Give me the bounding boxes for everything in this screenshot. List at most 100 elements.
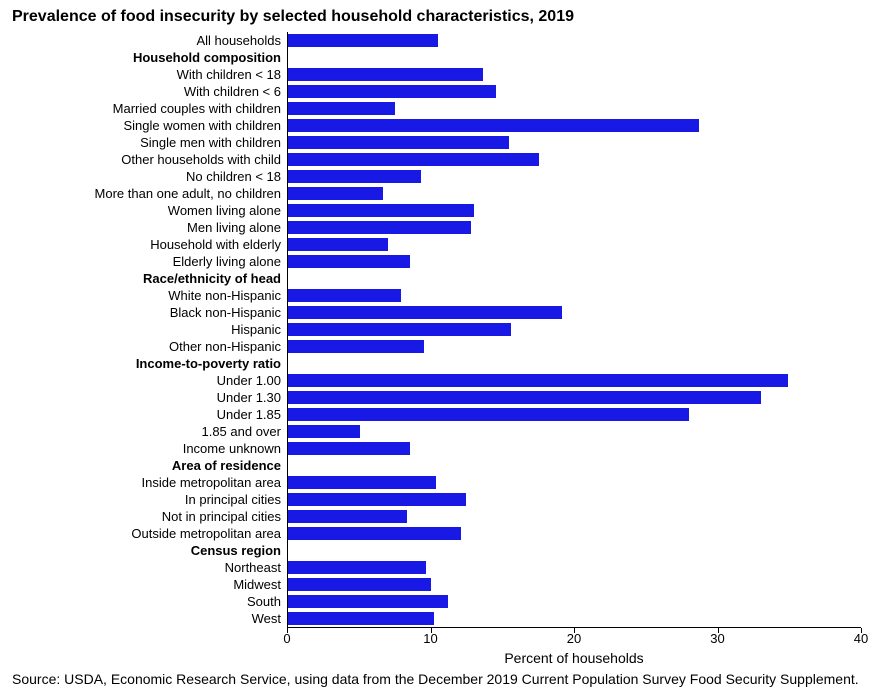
plot-area [287, 32, 861, 628]
bar [288, 34, 438, 47]
bar-row [288, 491, 861, 508]
bar [288, 68, 483, 81]
bar [288, 510, 407, 523]
category-label: Midwest [12, 576, 287, 593]
bar-row [288, 321, 861, 338]
category-label: 1.85 and over [12, 423, 287, 440]
section-header: Income-to-poverty ratio [12, 355, 287, 372]
category-label: In principal cities [12, 491, 287, 508]
bar-row [288, 270, 861, 287]
x-tick-label: 30 [710, 631, 724, 646]
bar [288, 153, 539, 166]
bar-row [288, 576, 861, 593]
category-label: Under 1.00 [12, 372, 287, 389]
bar-row [288, 83, 861, 100]
bar [288, 85, 496, 98]
category-label: Men living alone [12, 219, 287, 236]
bar-row [288, 168, 861, 185]
bar-row [288, 304, 861, 321]
bar-row [288, 287, 861, 304]
bar [288, 612, 434, 625]
bar-row [288, 219, 861, 236]
bar [288, 255, 410, 268]
bar [288, 578, 431, 591]
bar [288, 595, 448, 608]
section-header: Area of residence [12, 457, 287, 474]
bar [288, 391, 761, 404]
bar-row [288, 372, 861, 389]
bar-row [288, 66, 861, 83]
category-label: Outside metropolitan area [12, 525, 287, 542]
bar [288, 442, 410, 455]
bar-row [288, 559, 861, 576]
category-label: West [12, 610, 287, 627]
bar-row [288, 406, 861, 423]
category-label: No children < 18 [12, 168, 287, 185]
bar-row [288, 134, 861, 151]
bar-row [288, 338, 861, 355]
section-header: Census region [12, 542, 287, 559]
category-label: Hispanic [12, 321, 287, 338]
category-label: Income unknown [12, 440, 287, 457]
category-label: Single women with children [12, 117, 287, 134]
category-label: Under 1.85 [12, 406, 287, 423]
category-label: With children < 18 [12, 66, 287, 83]
category-label: Black non-Hispanic [12, 304, 287, 321]
bar [288, 323, 511, 336]
bar [288, 204, 474, 217]
x-tick-label: 0 [283, 631, 290, 646]
bar-row [288, 253, 861, 270]
category-label: Women living alone [12, 202, 287, 219]
bar-row [288, 202, 861, 219]
x-tick-label: 40 [854, 631, 868, 646]
bar [288, 527, 461, 540]
bar-row [288, 474, 861, 491]
bar-row [288, 542, 861, 559]
bar-row [288, 32, 861, 49]
x-tick-label: 10 [423, 631, 437, 646]
bar [288, 425, 360, 438]
x-axis: 010203040 [287, 628, 861, 650]
bar-row [288, 151, 861, 168]
bar-row [288, 508, 861, 525]
bar [288, 221, 471, 234]
bar [288, 340, 424, 353]
bar [288, 187, 383, 200]
category-label: All households [12, 32, 287, 49]
bar-row [288, 117, 861, 134]
category-label: Married couples with children [12, 100, 287, 117]
bar-row [288, 355, 861, 372]
category-label: More than one adult, no children [12, 185, 287, 202]
category-label: Other non-Hispanic [12, 338, 287, 355]
x-tick-label: 20 [567, 631, 581, 646]
bar [288, 119, 699, 132]
y-axis-labels: All householdsHousehold compositionWith … [12, 32, 287, 628]
bar-row [288, 457, 861, 474]
section-header: Household composition [12, 49, 287, 66]
category-label: Other households with child [12, 151, 287, 168]
bar-row [288, 525, 861, 542]
bar-row [288, 440, 861, 457]
bar-row [288, 610, 861, 627]
bar [288, 306, 562, 319]
bar [288, 374, 788, 387]
bar [288, 289, 401, 302]
category-label: Household with elderly [12, 236, 287, 253]
bar-row [288, 100, 861, 117]
category-label: Under 1.30 [12, 389, 287, 406]
bar-row [288, 389, 861, 406]
chart-title: Prevalence of food insecurity by selecte… [12, 8, 861, 26]
bar [288, 136, 509, 149]
bar-row [288, 593, 861, 610]
category-label: White non-Hispanic [12, 287, 287, 304]
section-header: Race/ethnicity of head [12, 270, 287, 287]
category-label: With children < 6 [12, 83, 287, 100]
category-label: Northeast [12, 559, 287, 576]
bar [288, 102, 395, 115]
bar [288, 170, 421, 183]
bar [288, 408, 689, 421]
bar [288, 238, 388, 251]
chart-area: All householdsHousehold compositionWith … [12, 32, 861, 628]
category-label: Not in principal cities [12, 508, 287, 525]
bar-row [288, 185, 861, 202]
